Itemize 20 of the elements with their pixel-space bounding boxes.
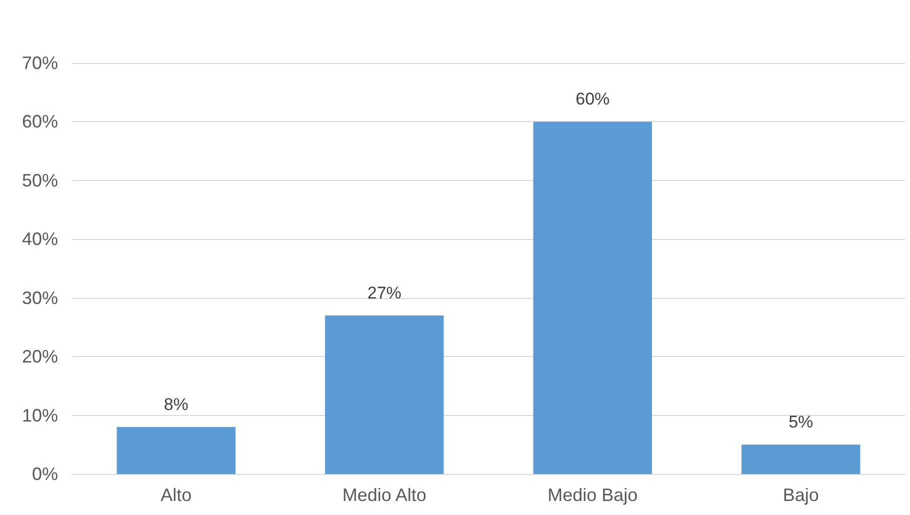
x-tick-label: Medio Alto (342, 485, 426, 505)
data-label: 5% (788, 412, 814, 432)
bar (742, 444, 860, 474)
y-tick-label: 40% (22, 229, 58, 250)
x-tick-label: Alto (160, 485, 192, 505)
y-tick-label: 50% (22, 170, 58, 190)
y-tick-label: 10% (22, 405, 58, 426)
x-tick-label: Medio Bajo (548, 485, 638, 505)
y-tick-label: 70% (22, 53, 58, 73)
data-label: 8% (164, 395, 188, 414)
y-tick-label: 0% (32, 464, 58, 484)
y-tick-label: 20% (22, 346, 58, 367)
y-tick-label: 60% (22, 112, 58, 132)
x-tick-label: Bajo (782, 485, 819, 505)
y-tick-label: 30% (22, 288, 58, 308)
bar (325, 315, 444, 474)
data-label: 60% (576, 90, 610, 109)
bar (116, 427, 236, 474)
data-label: 27% (367, 283, 402, 302)
bar (533, 122, 652, 474)
